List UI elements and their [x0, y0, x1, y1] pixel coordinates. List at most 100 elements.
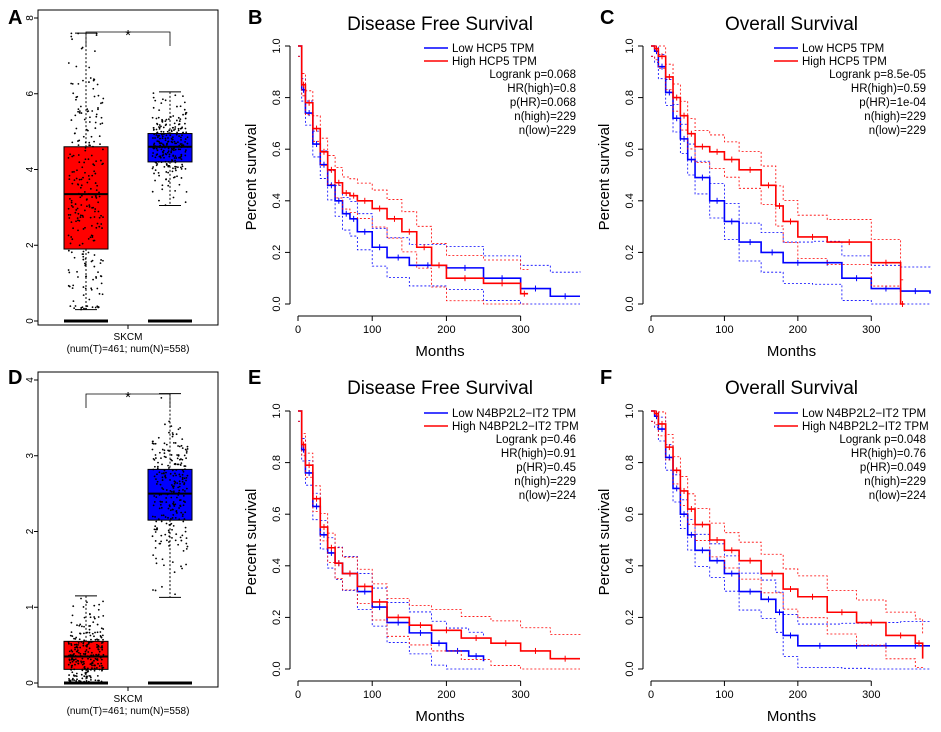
data-point: [161, 184, 164, 187]
data-point: [79, 646, 82, 649]
data-point: [70, 649, 73, 652]
data-point: [76, 650, 79, 653]
data-point: [181, 567, 183, 570]
data-point: [101, 634, 104, 637]
data-point: [70, 35, 73, 38]
data-point: [73, 658, 75, 661]
data-point: [74, 305, 77, 307]
data-point: [183, 482, 186, 484]
data-point: [164, 516, 167, 518]
data-point: [95, 115, 98, 118]
stat-line: n(low)=224: [869, 490, 927, 502]
data-point: [71, 657, 73, 660]
data-point: [81, 242, 84, 245]
data-point: [179, 118, 182, 121]
data-point: [89, 216, 92, 219]
data-point: [169, 509, 172, 512]
data-point: [87, 670, 90, 672]
data-point: [70, 236, 73, 238]
data-point: [165, 489, 168, 491]
data-point: [70, 631, 73, 634]
chart-title: Disease Free Survival: [347, 378, 533, 399]
data-point: [186, 445, 189, 448]
data-point: [183, 477, 186, 480]
data-point: [84, 158, 87, 161]
data-point: [88, 178, 91, 181]
data-point: [91, 632, 94, 635]
data-point: [98, 225, 101, 228]
data-point: [83, 662, 85, 665]
data-point: [162, 133, 165, 135]
data-point: [175, 142, 178, 145]
data-point: [171, 126, 174, 129]
stat-line: n(low)=224: [519, 490, 577, 502]
data-point: [171, 528, 173, 531]
y-tick-label: 0: [25, 680, 36, 686]
data-point: [177, 543, 180, 546]
data-point: [184, 465, 187, 468]
data-point: [93, 635, 95, 638]
data-point: [80, 673, 83, 676]
box-tumor: [63, 146, 109, 250]
data-point: [154, 169, 157, 172]
data-point: [93, 617, 96, 620]
ci-lower-high: [298, 55, 529, 305]
data-point: [160, 457, 162, 460]
data-point: [162, 154, 165, 156]
data-point: [71, 671, 74, 674]
data-point: [164, 124, 167, 127]
data-point: [181, 165, 184, 168]
data-point: [160, 397, 163, 399]
data-point: [186, 474, 189, 477]
data-point: [76, 207, 79, 210]
data-point: [154, 442, 157, 445]
data-point: [75, 672, 78, 675]
data-point: [167, 164, 170, 167]
data-point: [165, 471, 167, 474]
data-point: [100, 282, 103, 285]
data-point: [76, 217, 79, 219]
data-point: [163, 455, 166, 458]
data-point: [84, 171, 86, 174]
data-point: [70, 251, 73, 254]
data-point: [79, 186, 82, 189]
data-point: [83, 666, 86, 669]
y-axis-label: Percent survival: [596, 124, 613, 231]
y-tick-label: 1: [25, 604, 36, 610]
data-point: [172, 501, 175, 503]
data-point: [178, 458, 181, 461]
data-point: [100, 658, 103, 661]
data-point: [97, 616, 100, 618]
data-point: [71, 155, 74, 158]
data-point: [67, 269, 70, 271]
data-point: [78, 638, 81, 641]
data-point: [74, 203, 77, 205]
ci-upper-low: [651, 45, 931, 269]
data-point: [161, 558, 164, 561]
data-point: [101, 227, 103, 229]
data-point: [179, 166, 182, 169]
ci-lower-high: [298, 420, 580, 670]
data-point: [69, 242, 72, 245]
data-point: [152, 127, 155, 129]
data-point: [170, 490, 173, 493]
data-point: [168, 420, 171, 423]
data-point: [102, 97, 105, 100]
data-point: [89, 676, 92, 679]
data-point: [171, 469, 174, 472]
data-point: [102, 653, 105, 656]
data-point: [67, 641, 70, 644]
stat-line: p(HR)=0.45: [516, 462, 576, 474]
data-point: [186, 545, 189, 548]
data-point: [80, 112, 83, 114]
data-point: [95, 160, 98, 163]
data-point: [181, 163, 183, 166]
data-point: [70, 666, 73, 669]
data-point: [164, 137, 167, 140]
data-point: [88, 641, 91, 644]
data-point: [80, 597, 82, 600]
data-point: [73, 179, 76, 181]
data-point: [94, 121, 97, 124]
survival-curve-high: [298, 45, 529, 295]
data-point: [81, 214, 84, 217]
